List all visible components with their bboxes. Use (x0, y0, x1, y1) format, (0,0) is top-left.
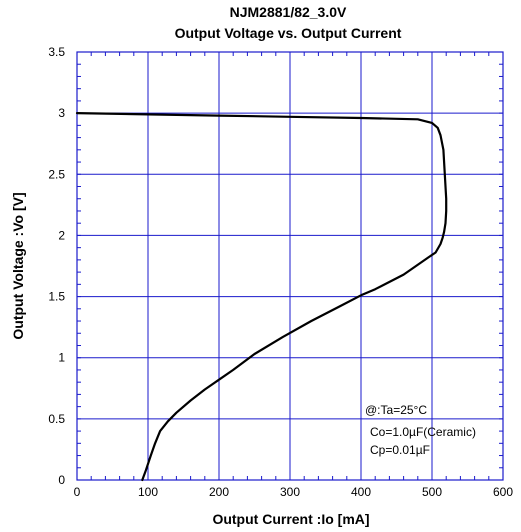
x-tick-label-6: 600 (493, 485, 513, 499)
x-tick-label-1: 100 (138, 485, 158, 499)
y-tick-label-5: 2.5 (48, 167, 65, 181)
annotation-temperature: @:Ta=25°C (365, 403, 427, 417)
y-tick-label-2: 1 (58, 351, 65, 365)
y-tick-label-7: 3.5 (48, 45, 65, 59)
annotation-bypass-capacitor: Cp=0.01µF (370, 443, 430, 457)
annotation-output-capacitor: Co=1.0µF(Ceramic) (370, 425, 476, 439)
x-tick-label-4: 400 (351, 485, 371, 499)
x-tick-label-5: 500 (422, 485, 442, 499)
x-axis-label: Output Current :Io [mA] (212, 511, 369, 527)
y-tick-label-4: 2 (58, 228, 65, 242)
y-axis-label: Output Voltage :Vo [V] (10, 192, 26, 339)
annotation-box: @:Ta=25°C Co=1.0µF(Ceramic) Cp=0.01µF (365, 403, 476, 457)
series-line-0 (75, 111, 448, 482)
y-tick-labels: 0 0.5 1 1.5 2 2.5 3 3.5 (48, 45, 65, 487)
x-tick-labels: 0 100 200 300 400 500 600 (74, 485, 514, 499)
y-tick-label-1: 0.5 (48, 412, 65, 426)
y-tick-label-0: 0 (58, 473, 65, 487)
chart-subtitle: Output Voltage vs. Output Current (175, 25, 402, 41)
grid (77, 52, 503, 480)
x-tick-label-2: 200 (209, 485, 229, 499)
x-tick-label-0: 0 (74, 485, 81, 499)
series-layer (75, 111, 448, 482)
chart-title: NJM2881/82_3.0V (230, 4, 347, 20)
x-tick-label-3: 300 (280, 485, 300, 499)
y-tick-label-6: 3 (58, 106, 65, 120)
plot-frame (76, 51, 504, 481)
y-tick-label-3: 1.5 (48, 290, 65, 304)
